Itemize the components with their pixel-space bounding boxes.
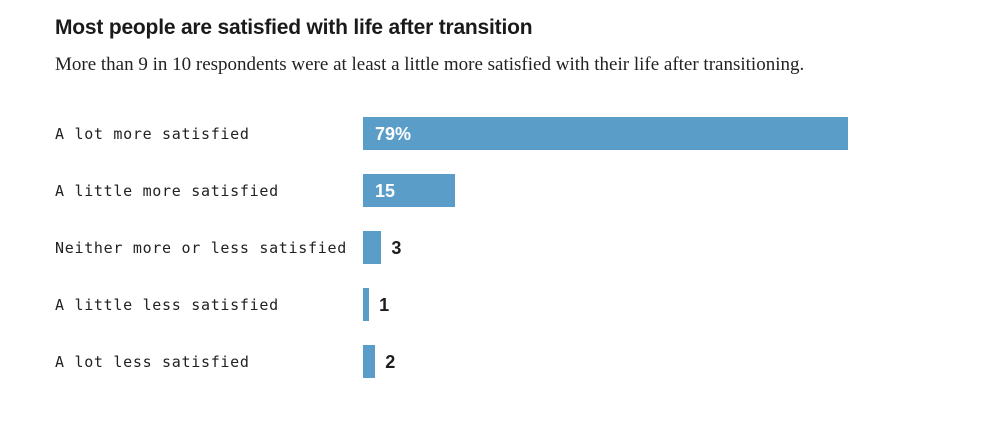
bar-row: A lot more satisfied 79% 79% (55, 105, 1000, 162)
chart-subtitle: More than 9 in 10 respondents were at le… (55, 54, 805, 75)
bar-chart: A lot more satisfied 79% 79% A little mo… (55, 105, 1000, 390)
value-label-inside: 15 (375, 180, 396, 201)
category-label: A lot less satisfied (55, 352, 250, 371)
bar: 1 (363, 288, 370, 321)
bar-track: 2 2 (363, 345, 1000, 378)
bar-track: 1 1 (363, 288, 1000, 321)
bar-row: A little more satisfied 15 15 (55, 162, 1000, 219)
bar-row: Neither more or less satisfied 3 3 (55, 219, 1000, 276)
value-label-outside: 3 (391, 237, 402, 258)
category-label: A little more satisfied (55, 181, 279, 200)
bar-track: 79% 79% (363, 117, 1000, 150)
value-label-outside: 2 (385, 351, 396, 372)
bar: 3 (363, 231, 382, 264)
category-label: A little less satisfied (55, 295, 279, 314)
bar-row: A little less satisfied 1 1 (55, 276, 1000, 333)
category-label: A lot more satisfied (55, 124, 250, 143)
bar: 2 (363, 345, 376, 378)
bar-track: 15 15 (363, 174, 1000, 207)
bar: 79% (363, 117, 849, 150)
bar-track: 3 3 (363, 231, 1000, 264)
chart-title: Most people are satisfied with life afte… (55, 16, 533, 39)
category-label: Neither more or less satisfied (55, 238, 347, 257)
bar-row: A lot less satisfied 2 2 (55, 333, 1000, 390)
value-label-outside: 1 (379, 294, 390, 315)
value-label-inside: 79% (375, 123, 412, 144)
bar: 15 (363, 174, 456, 207)
